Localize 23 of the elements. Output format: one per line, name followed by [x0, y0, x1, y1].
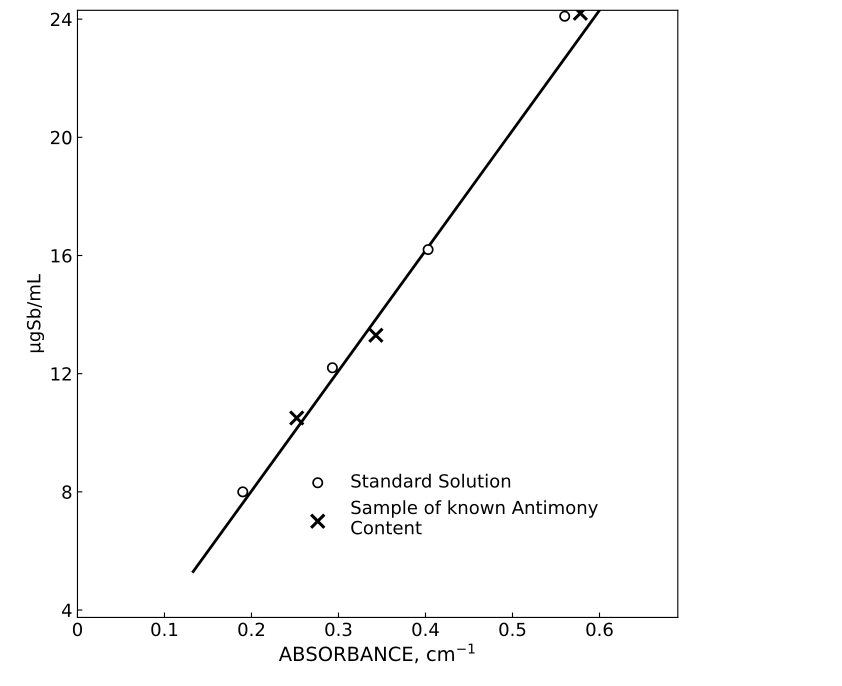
- y-tick-label: 8: [62, 485, 72, 499]
- point: [326, 362, 338, 374]
- y-tick-label: 12: [52, 367, 71, 381]
- point: [368, 327, 384, 344]
- point: [422, 244, 434, 256]
- x-tick-label: 0.1: [151, 622, 178, 636]
- y-tick-label: 4: [62, 604, 72, 617]
- y-tick-label: 20: [50, 130, 72, 144]
- x-tick-label: 0.4: [412, 622, 439, 636]
- x-tick-label: 0: [72, 622, 82, 636]
- x-tick-label: 0.6: [586, 622, 613, 636]
- legend-label: Standard Solution: [351, 474, 510, 488]
- x-tick-label: 0.2: [238, 622, 264, 636]
- x-tick-label: 0.5: [499, 622, 526, 636]
- x-axis-title: ABSORBANCE, cm$^{−1}$: [278, 644, 475, 664]
- point: [237, 486, 248, 498]
- y-tick-label: 16: [52, 248, 72, 263]
- point: [559, 10, 570, 22]
- legend-label: Sample of known Antimony Content: [351, 500, 598, 534]
- y-tick-label: 24: [50, 12, 72, 26]
- y-axis-title: μgSb/mL: [26, 274, 44, 352]
- x-tick-label: 0.3: [325, 622, 352, 636]
- point: [288, 410, 305, 426]
